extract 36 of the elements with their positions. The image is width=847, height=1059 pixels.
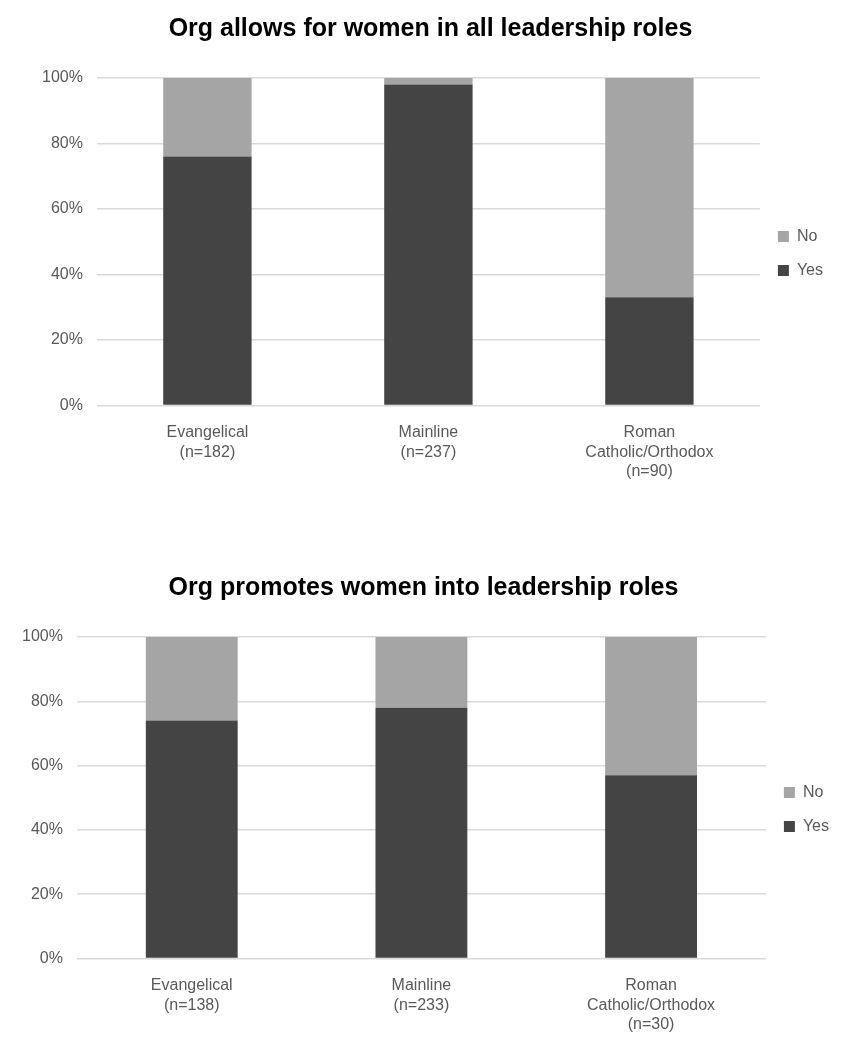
y-tick-label: 20% bbox=[50, 330, 83, 348]
y-tick-label: 60% bbox=[30, 755, 63, 773]
y-tick-label: 0% bbox=[59, 395, 83, 413]
x-tick-label: Mainline (n=233) bbox=[391, 976, 452, 1013]
y-tick-label: 40% bbox=[30, 820, 63, 838]
chart-title: Org promotes women into leadership roles bbox=[168, 571, 679, 600]
x-tick-label: Roman Catholic/Orthodox (n=30) bbox=[587, 976, 716, 1032]
y-tick-label: 40% bbox=[50, 264, 83, 282]
legend-label: Yes bbox=[802, 816, 830, 834]
bar bbox=[163, 156, 252, 405]
y-tick-label: 20% bbox=[30, 884, 63, 902]
bar bbox=[605, 78, 694, 298]
y-tick-label: 60% bbox=[50, 199, 83, 217]
bar bbox=[163, 78, 252, 157]
bar bbox=[375, 637, 468, 708]
x-tick-label: Evangelical (n=138) bbox=[150, 976, 233, 1013]
chart-title: Org allows for women in all leadership roles bbox=[168, 12, 693, 41]
legend-label: No bbox=[802, 782, 824, 800]
bar bbox=[605, 637, 697, 776]
legend-label: Yes bbox=[796, 260, 824, 278]
bar bbox=[605, 775, 697, 958]
bar bbox=[145, 637, 238, 721]
bar bbox=[384, 84, 473, 405]
x-tick-label: Mainline (n=237) bbox=[398, 423, 459, 460]
bar bbox=[375, 707, 468, 958]
bar bbox=[384, 78, 473, 85]
x-tick-label: Evangelical (n=182) bbox=[166, 423, 249, 460]
x-tick-label: Roman Catholic/Orthodox (n=90) bbox=[585, 423, 714, 479]
y-tick-label: 80% bbox=[30, 691, 63, 709]
legend-label: No bbox=[796, 226, 818, 244]
y-tick-label: 100% bbox=[22, 627, 63, 645]
y-tick-label: 80% bbox=[50, 133, 83, 151]
bar bbox=[145, 720, 238, 958]
y-tick-label: 100% bbox=[42, 68, 83, 86]
y-tick-label: 0% bbox=[39, 948, 63, 966]
bar bbox=[605, 297, 694, 405]
